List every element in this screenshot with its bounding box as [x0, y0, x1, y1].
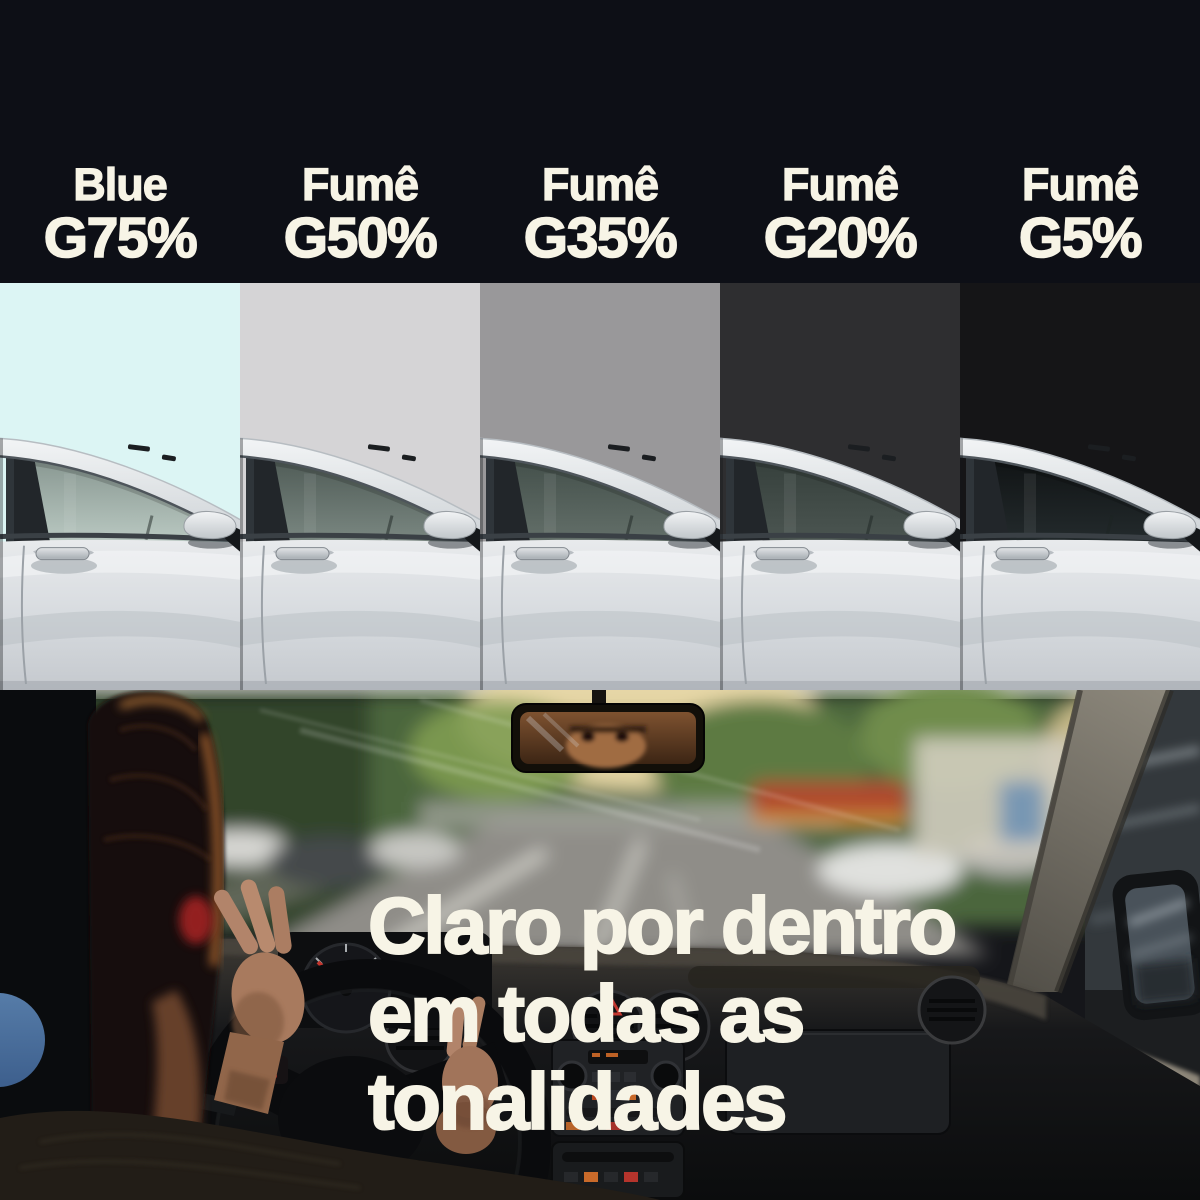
radio-unit	[551, 1039, 685, 1137]
tint-name: Blue	[73, 159, 169, 210]
tint-name: Fumê	[1021, 159, 1139, 210]
rearview-mirror	[511, 690, 705, 773]
a-pillar	[1005, 690, 1174, 994]
tint-grade: G5%	[1018, 206, 1143, 270]
tint-name: Fumê	[301, 159, 419, 210]
label-column-fume-g20: Fumê G20%	[720, 0, 960, 283]
hazard-button	[597, 996, 627, 1020]
tint-grade: G20%	[763, 206, 919, 270]
tint-grade: G35%	[523, 206, 679, 270]
tint-panel-blue-g75	[0, 283, 240, 690]
tint-grade: G50%	[283, 206, 439, 270]
headline-line-1: Claro por dentro	[367, 881, 958, 971]
tint-panels-row	[0, 283, 1200, 690]
label-column-blue-g75: Blue G75%	[0, 0, 240, 283]
air-vent	[917, 975, 987, 1045]
tint-panel-fume-g20	[720, 283, 960, 690]
defroster-vent	[688, 966, 980, 988]
driver-shoulder	[0, 1110, 660, 1200]
climate-unit	[551, 1141, 685, 1199]
label-column-fume-g35: Fumê G35%	[480, 0, 720, 283]
headline-line-2: em todas as	[367, 969, 806, 1059]
accent-circle	[0, 993, 45, 1087]
tint-panel-fume-g5	[960, 283, 1200, 690]
headline: Claro por dentro em todas as tonalidades	[367, 881, 958, 1147]
tint-name: Fumê	[781, 159, 899, 210]
label-column-fume-g50: Fumê G50%	[240, 0, 480, 283]
side-mirror	[1112, 869, 1200, 1021]
tint-labels-row: Blue G75% Fumê G50% Fumê G35% Fumê G20% …	[0, 0, 1200, 283]
tint-panel-fume-g50	[240, 283, 480, 690]
interior-photo	[0, 690, 1200, 1200]
headline-line-3: tonalidades	[367, 1057, 789, 1147]
tint-name: Fumê	[541, 159, 659, 210]
driver-hand-left	[214, 879, 305, 1114]
label-column-fume-g5: Fumê G5%	[960, 0, 1200, 283]
tint-panel-fume-g35	[480, 283, 720, 690]
driver-hand-right	[436, 996, 498, 1154]
tint-grade: G75%	[43, 206, 199, 270]
glovebox	[725, 1029, 951, 1135]
